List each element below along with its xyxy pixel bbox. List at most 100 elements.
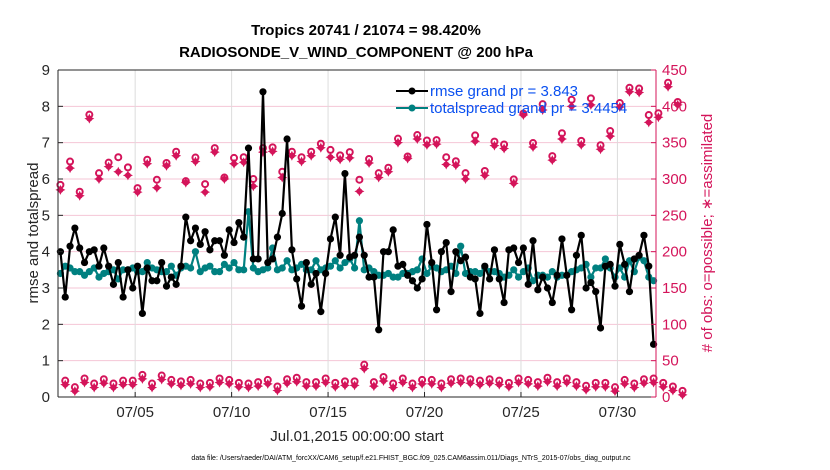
star-core [481, 172, 488, 179]
star-core [520, 112, 527, 119]
assimilated-marker [441, 159, 452, 170]
rmse-point [461, 253, 470, 261]
star-core [549, 157, 556, 164]
star-core [327, 154, 334, 161]
rmse-point [645, 262, 653, 270]
star-core [491, 142, 498, 149]
assimilated-marker [373, 172, 384, 183]
assimilated-marker [470, 136, 481, 147]
star-core [530, 144, 537, 151]
x-tick-label: 07/10 [213, 404, 251, 421]
assimilated-marker [185, 378, 196, 389]
assimilated-marker [576, 139, 587, 150]
assimilated-marker [55, 184, 66, 195]
assimilated-marker [282, 378, 293, 389]
star-core [206, 383, 213, 390]
assimilated-marker [523, 378, 534, 389]
star-core [313, 383, 320, 390]
rmse-point [539, 273, 547, 281]
assimilated-marker [272, 385, 283, 396]
spread-point [225, 264, 233, 272]
rmse-point [105, 262, 113, 270]
rmse-point [471, 275, 479, 283]
assimilated-marker [354, 186, 365, 197]
assimilated-marker [590, 381, 601, 392]
star-core [539, 106, 546, 113]
rmse-point [524, 280, 532, 288]
obs-markers [55, 78, 688, 400]
star-core [544, 378, 551, 385]
star-core [332, 383, 339, 390]
assimilated-marker [614, 102, 625, 113]
assimilated-marker [229, 158, 240, 169]
assimilated-marker [638, 378, 649, 389]
star-core [452, 162, 459, 169]
star-core [592, 383, 599, 390]
assimilated-marker [378, 376, 389, 387]
assimilated-marker [65, 163, 76, 174]
assimilated-marker [402, 153, 413, 164]
rmse-point [428, 258, 436, 267]
rmse-point [220, 251, 228, 259]
star-core [274, 387, 281, 394]
assimilated-marker [180, 177, 191, 188]
star-core [554, 383, 561, 390]
legend: rmse grand pr = 3.843 totalspread grand … [396, 83, 627, 117]
x-tick-label: 07/25 [502, 404, 540, 421]
assimilated-marker [595, 144, 606, 155]
rmse-point [572, 251, 581, 259]
star-core [288, 152, 295, 159]
y-tick-label: 2 [42, 316, 50, 333]
y-right-tick-label: 150 [662, 280, 687, 297]
assimilated-marker [499, 143, 510, 154]
y-right-tick-label: 250 [662, 207, 687, 224]
y-tick-label: 3 [42, 280, 50, 297]
star-core [115, 168, 122, 175]
star-core [149, 384, 156, 391]
y-tick-label: 0 [42, 389, 50, 406]
y-right-tick-label: 0 [662, 389, 670, 406]
star-core [168, 380, 175, 387]
star-core [245, 384, 252, 391]
rmse-point [288, 246, 296, 254]
y-tick-label: 9 [42, 62, 50, 79]
rmse-point [423, 220, 431, 229]
rmse-point [278, 209, 286, 218]
star-core [124, 172, 131, 179]
spread-point [640, 257, 648, 265]
star-core [462, 176, 469, 182]
rmse-point [640, 231, 648, 239]
rmse-point [355, 233, 364, 241]
star-core [120, 381, 127, 388]
rmse-point [596, 324, 605, 332]
assimilated-marker [339, 380, 350, 391]
y-tick-label: 8 [42, 98, 50, 115]
spread-point [191, 248, 200, 256]
rmse-point [61, 293, 69, 301]
star-core [153, 184, 160, 191]
assimilated-marker [431, 139, 442, 150]
assimilated-marker [132, 187, 143, 198]
assimilated-marker [200, 187, 211, 198]
spread-point [326, 262, 335, 270]
possible-marker [201, 180, 210, 189]
rmse-point [452, 248, 460, 256]
star-core [322, 379, 329, 386]
star-core [71, 388, 78, 395]
assimilated-marker [421, 139, 432, 150]
spread-point [514, 273, 523, 281]
star-core [173, 152, 180, 159]
rmse-point [235, 219, 243, 227]
assimilated-marker [417, 378, 428, 389]
rmse-point [495, 275, 503, 283]
rmse-point [625, 288, 634, 296]
rmse-point [519, 244, 527, 252]
star-core [235, 383, 242, 390]
star-core [612, 388, 619, 395]
rmse-point [201, 228, 209, 236]
assimilated-marker [513, 377, 524, 388]
assimilated-marker [113, 166, 124, 177]
assimilated-marker [585, 99, 596, 110]
rmse-point [293, 275, 301, 283]
rmse-point [490, 246, 499, 254]
